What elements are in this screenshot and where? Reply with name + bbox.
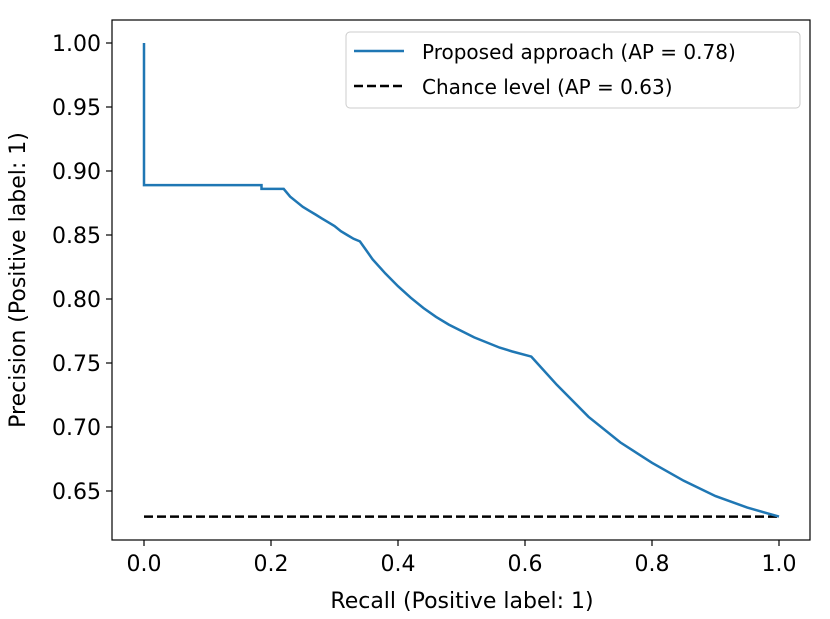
x-tick-label: 0.0 [127, 552, 162, 577]
series-line-proposed [142, 43, 780, 518]
legend-box [345, 31, 801, 109]
y-tick-label: 0.80 [52, 288, 101, 313]
x-tick-label: 1.0 [762, 552, 797, 577]
legend: Proposed approach (AP = 0.78) Chance lev… [345, 31, 801, 109]
x-axis-label: Recall (Positive label: 1) [330, 589, 593, 614]
y-tick-label: 0.75 [52, 352, 101, 377]
x-tick-label: 0.6 [508, 552, 543, 577]
y-tick-label: 0.95 [52, 96, 101, 121]
y-tick-label: 0.85 [52, 224, 101, 249]
x-tick-label: 0.4 [381, 552, 416, 577]
legend-label-proposed: Proposed approach (AP = 0.78) [422, 40, 736, 64]
y-tick-label: 0.70 [52, 416, 101, 441]
y-axis-label: Precision (Positive label: 1) [6, 132, 31, 428]
y-tick-label: 1.00 [52, 32, 101, 57]
x-tick-label: 0.8 [635, 552, 670, 577]
y-tick-label: 0.90 [52, 160, 101, 185]
y-tick-label: 0.65 [52, 480, 101, 505]
x-tick-label: 0.2 [254, 552, 289, 577]
legend-label-chance: Chance level (AP = 0.63) [422, 75, 673, 99]
plot-frame [111, 19, 811, 541]
